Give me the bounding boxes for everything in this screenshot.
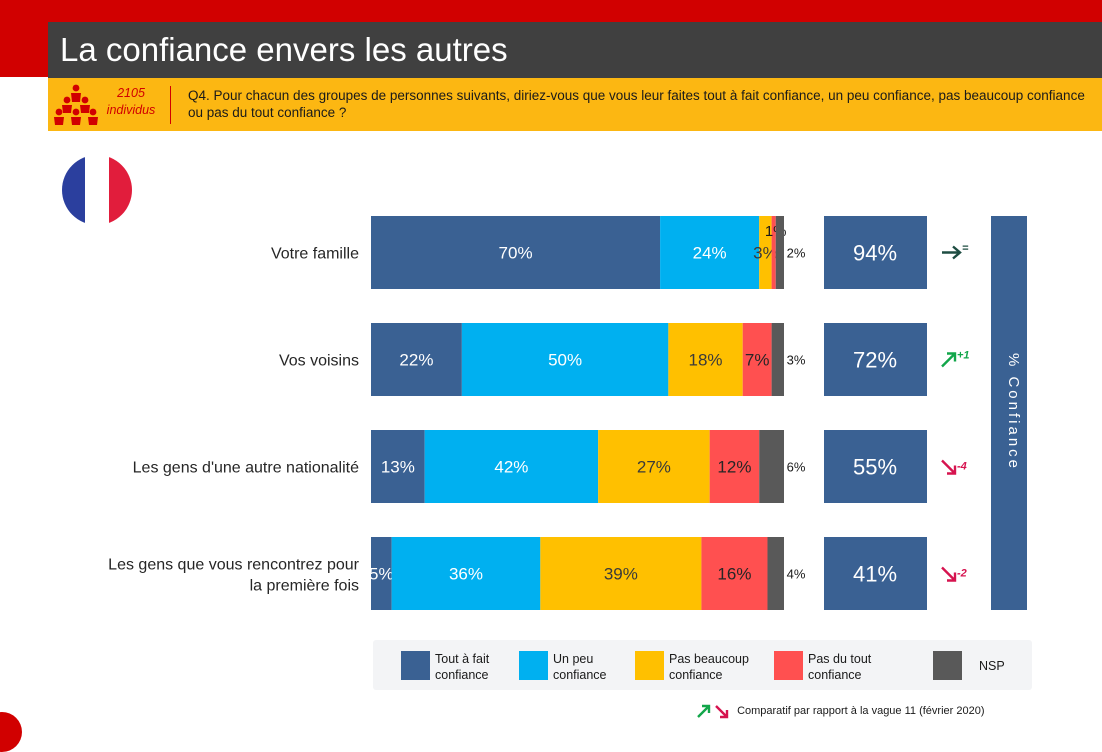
bar-segment <box>371 537 392 610</box>
data-label: 16% <box>717 565 751 584</box>
trend-label: +1 <box>957 350 970 362</box>
confidence-total: 72% <box>853 348 897 373</box>
bar-segment <box>371 323 462 396</box>
data-label: 18% <box>689 351 723 370</box>
data-label: 7% <box>745 351 770 370</box>
legend-label: Tout à fait confiance <box>435 652 490 682</box>
bar-segment <box>709 430 760 503</box>
data-label: 3% <box>753 244 778 263</box>
flag-band-white <box>85 155 109 225</box>
legend-swatch <box>519 651 548 680</box>
trend-arrows-icon <box>697 704 729 719</box>
sample-unit: individus <box>106 103 156 117</box>
data-label: 6% <box>787 460 806 475</box>
question-bar: 2105 individus Q4. Pour chacun des group… <box>48 78 1102 131</box>
data-label: 4% <box>787 567 806 582</box>
bar-segment <box>775 216 784 289</box>
people-group-icon <box>54 84 98 125</box>
category-label: Vos voisins <box>279 353 359 370</box>
trend-label: = <box>962 243 969 255</box>
category-label: Les gens d'une autre nationalité <box>133 460 359 477</box>
bar-segment <box>598 430 710 503</box>
bar-segment <box>660 216 760 289</box>
data-label: 2% <box>787 246 806 261</box>
category-label: Les gens que vous rencontrez pour la prem… <box>108 557 360 595</box>
data-label: 50% <box>548 351 582 370</box>
confidence-total-box <box>824 430 927 503</box>
bar-segment <box>742 323 772 396</box>
bar-segment <box>424 430 599 503</box>
corner-decoration <box>0 712 22 752</box>
bar-segment <box>771 323 784 396</box>
comparison-note-text: Comparatif par rapport à la vague 11 (fé… <box>737 704 985 717</box>
question-separator <box>170 86 171 124</box>
data-label: 24% <box>693 244 727 263</box>
data-label: 70% <box>499 244 533 263</box>
confidence-total-box <box>824 216 927 289</box>
trend-label: -2 <box>957 568 967 580</box>
flag-band-blue <box>62 155 86 225</box>
title-bar: La confiance envers les autres <box>48 22 1102 78</box>
data-label: 39% <box>604 565 638 584</box>
chart-legend: Tout à fait confiance Un peu confiance P… <box>373 640 1032 690</box>
trend-label: -4 <box>957 461 967 473</box>
sample-size: 2105 individus <box>100 85 162 119</box>
france-flag-icon <box>62 155 132 225</box>
bar-segment <box>759 216 772 289</box>
data-label: 5% <box>369 565 394 584</box>
trend-arrow-icon <box>941 459 957 475</box>
confidence-axis-label: % Confiance <box>1005 353 1022 471</box>
bar-segment <box>767 537 784 610</box>
confidence-total: 41% <box>853 562 897 587</box>
sample-count: 2105 <box>117 86 145 100</box>
legend-swatch <box>774 651 803 680</box>
data-label: 42% <box>494 458 528 477</box>
confidence-total-box <box>824 537 927 610</box>
legend-swatch <box>401 651 430 680</box>
confidence-axis-band <box>991 216 1027 610</box>
legend-label: Pas beaucoup confiance <box>669 652 749 682</box>
bar-segment <box>668 323 743 396</box>
data-label: 13% <box>381 458 415 477</box>
bar-segment <box>461 323 669 396</box>
data-label: 27% <box>637 458 671 477</box>
page-title: La confiance envers les autres <box>60 31 508 68</box>
bar-segment <box>540 537 702 610</box>
legend-label: NSP <box>979 659 1005 673</box>
data-label: 36% <box>449 565 483 584</box>
bar-segment <box>771 216 776 289</box>
bar-segment <box>371 216 661 289</box>
bar-segment <box>391 537 541 610</box>
trend-arrow-icon <box>941 352 957 368</box>
legend-label: Pas du tout confiance <box>808 652 872 682</box>
legend-swatch <box>933 651 962 680</box>
category-label: Votre famille <box>271 246 359 263</box>
confidence-total-box <box>824 323 927 396</box>
bar-segment <box>759 430 784 503</box>
confidence-total: 94% <box>853 241 897 266</box>
trend-arrow-icon <box>941 566 957 582</box>
flag-band-red <box>108 155 132 225</box>
bar-segment <box>371 430 425 503</box>
data-label: 12% <box>717 458 751 477</box>
trend-arrow-icon <box>942 245 962 260</box>
confidence-total: 55% <box>853 455 897 480</box>
bar-segment <box>701 537 768 610</box>
question-text: Q4. Pour chacun des groupes de personnes… <box>188 88 1085 120</box>
legend-swatch <box>635 651 664 680</box>
data-label: 3% <box>787 353 806 368</box>
comparison-note: Comparatif par rapport à la vague 11 (fé… <box>696 703 985 719</box>
trust-chart: Votre famille 70% 24% 3%1%2% 94% =Vos voisins… <box>108 216 1027 610</box>
legend-label: Un peu confiance <box>553 652 607 682</box>
data-label: 22% <box>399 351 433 370</box>
